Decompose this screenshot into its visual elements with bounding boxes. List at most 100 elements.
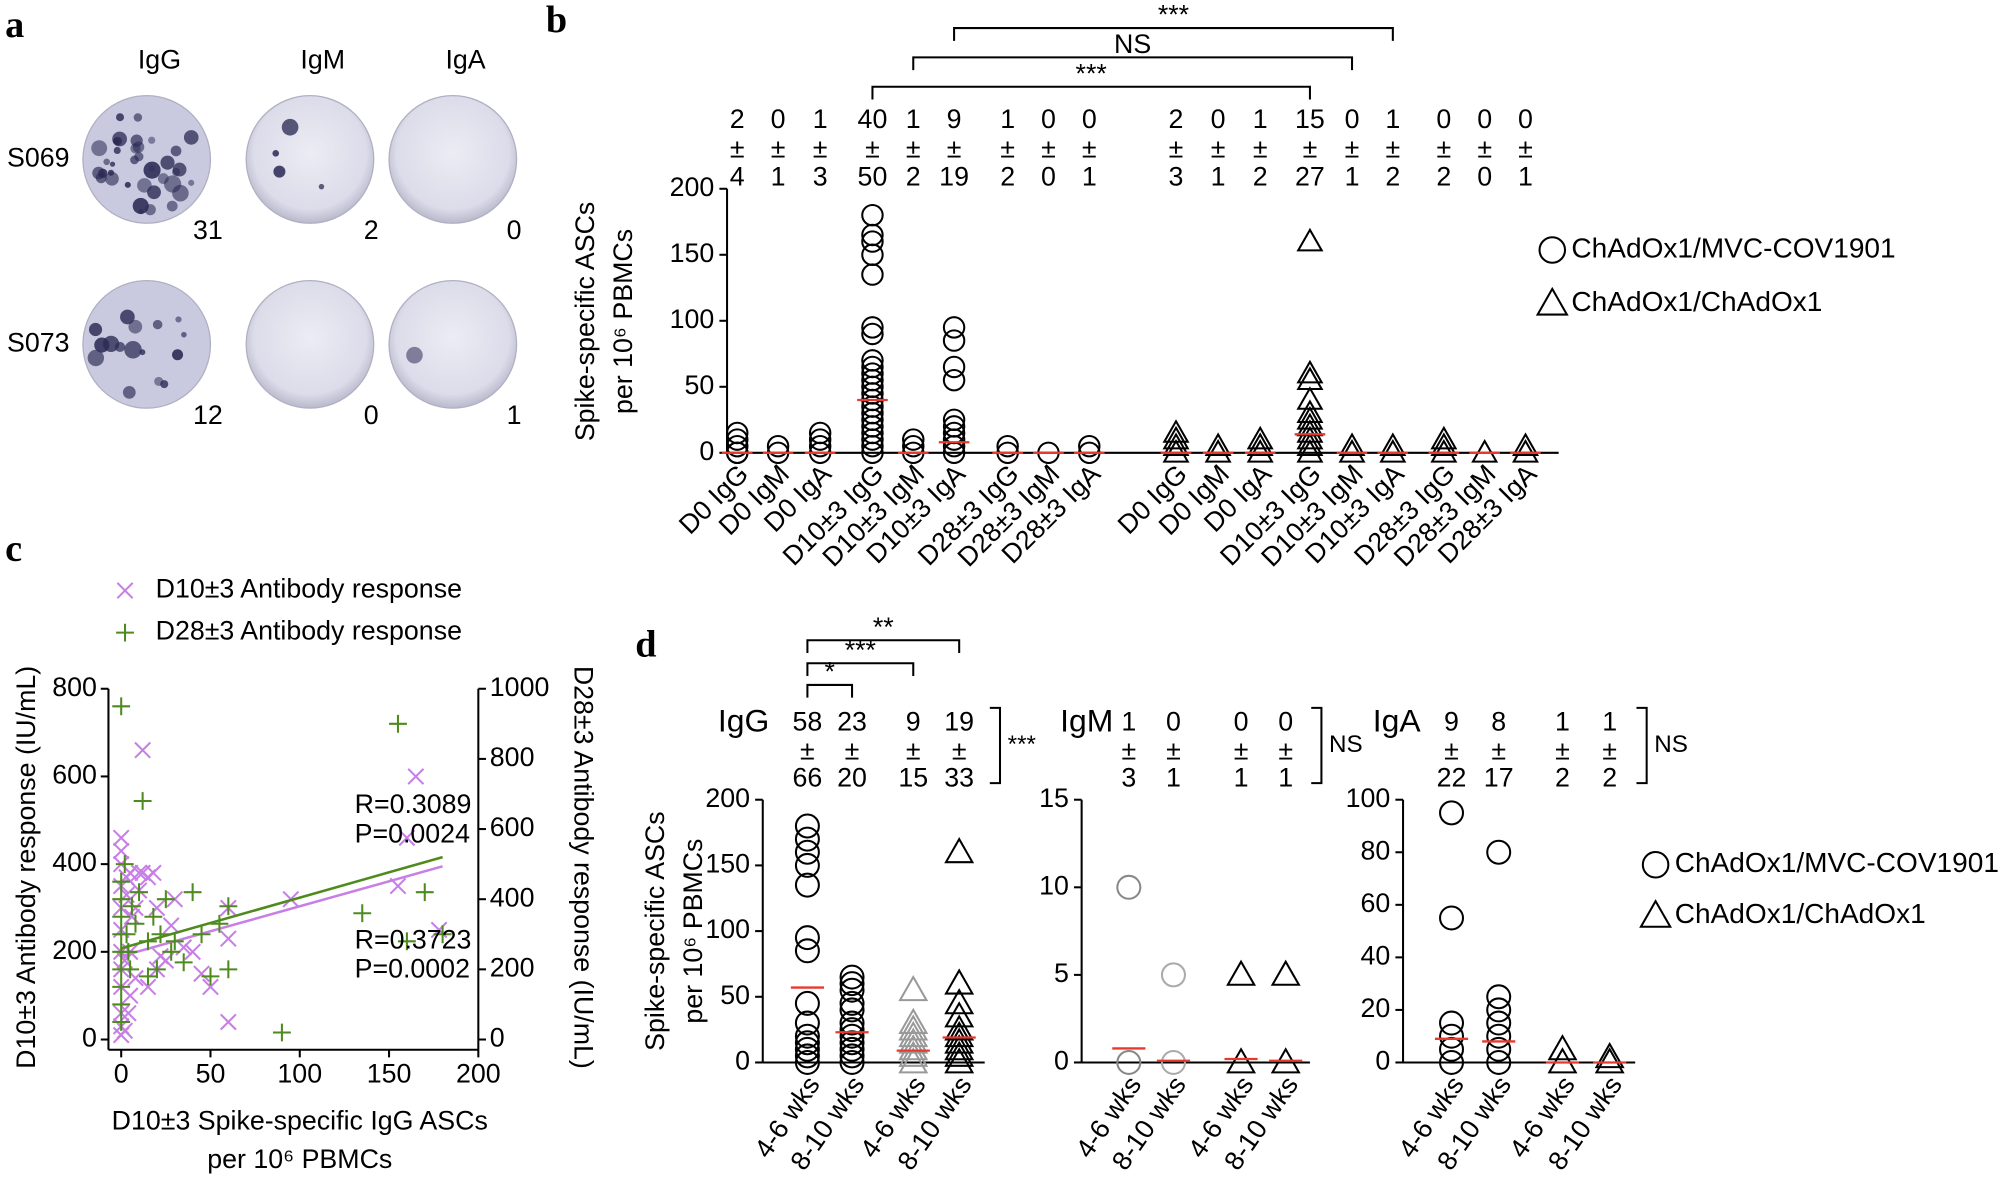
sd-label: 2 [906, 162, 921, 192]
stat-separator: ± [1278, 736, 1293, 766]
data-point [794, 1023, 820, 1049]
data-point [1246, 432, 1274, 457]
stat-separator: ± [1082, 134, 1097, 164]
sd-label: 3 [813, 162, 828, 192]
sd-label: 1 [771, 162, 786, 192]
mean-label: 19 [944, 706, 974, 736]
data-point [898, 974, 929, 1002]
group-test-label: NS [1654, 731, 1688, 758]
y-tick-label: 0 [699, 436, 714, 466]
mean-label: 1 [1253, 104, 1268, 134]
sd-label: 22 [1437, 762, 1467, 792]
data-point [201, 967, 220, 986]
data-point [1338, 439, 1366, 463]
data-point [839, 1036, 865, 1062]
y-axis-label: per 10⁶ PBMCs [678, 839, 708, 1024]
data-point [944, 1001, 975, 1028]
spot [281, 118, 299, 136]
spot [406, 346, 423, 364]
x-tick-label: 50 [196, 1058, 226, 1088]
stat-separator: ± [952, 736, 967, 766]
legend-label: D10±3 Antibody response [156, 574, 462, 604]
sd-label: 1 [1082, 162, 1097, 192]
mean-label: 0 [1518, 104, 1533, 134]
data-point [861, 263, 884, 286]
y-tick-label: 800 [52, 672, 97, 702]
data-point [1116, 1049, 1142, 1075]
y2-tick-label: 200 [490, 952, 535, 982]
spot-count: 31 [193, 215, 223, 245]
stat-separator: ± [845, 736, 860, 766]
well [388, 279, 518, 409]
mean-label: 23 [837, 706, 867, 736]
stat-separator: ± [906, 736, 921, 766]
well [245, 279, 375, 409]
data-point [898, 1040, 929, 1067]
data-point [839, 1023, 865, 1049]
data-point [898, 1027, 929, 1054]
data-point [898, 1020, 929, 1048]
data-point [1486, 984, 1512, 1010]
mean-label: 2 [1169, 104, 1184, 134]
stat-separator: ± [1345, 134, 1360, 164]
spot [272, 150, 280, 157]
data-point [898, 1007, 929, 1034]
data-point [130, 864, 148, 882]
data-point [1379, 439, 1407, 463]
data-point [839, 1049, 865, 1075]
y2-tick-label: 600 [490, 812, 535, 842]
data-point [839, 1010, 865, 1036]
data-point [126, 914, 145, 933]
mean-label: 0 [1234, 706, 1249, 736]
data-point [1594, 1041, 1625, 1069]
mean-label: 40 [858, 104, 888, 134]
data-point [1430, 432, 1458, 457]
data-point [808, 434, 832, 458]
data-point [174, 953, 193, 972]
mean-label: 0 [1345, 104, 1360, 134]
data-point [397, 932, 416, 951]
data-point [794, 1010, 820, 1036]
data-point [1512, 439, 1539, 463]
data-point [147, 960, 166, 979]
data-point [1439, 1049, 1465, 1075]
stat-separator: ± [1169, 134, 1184, 164]
spot [183, 130, 199, 145]
data-point [121, 960, 140, 979]
legend-label: ChAdOx1/MVC-COV1901 [1675, 847, 1999, 878]
data-point [219, 960, 238, 979]
comparison-bracket [953, 27, 1394, 41]
mean-label: 0 [1211, 104, 1226, 134]
data-point [861, 322, 884, 346]
data-point [1270, 959, 1301, 986]
data-point [942, 368, 966, 392]
data-point [839, 1043, 865, 1069]
data-point [794, 925, 820, 951]
y-tick-label: 100 [705, 914, 750, 944]
data-point [112, 977, 131, 996]
stat-separator: ± [906, 134, 921, 164]
sd-label: 0 [1041, 162, 1056, 192]
spot [120, 309, 135, 325]
data-point [415, 883, 434, 902]
data-point [112, 995, 131, 1014]
y-tick-label: 150 [670, 238, 715, 268]
stat-separator: ± [813, 134, 828, 164]
data-point [139, 978, 157, 996]
column-label: IgM [300, 44, 345, 74]
well [82, 279, 212, 409]
x-tick-label: 100 [277, 1058, 322, 1088]
data-point [1078, 434, 1101, 458]
stat-separator: ± [800, 736, 815, 766]
spot [139, 349, 146, 356]
data-point [123, 908, 141, 926]
data-point [1486, 1036, 1512, 1062]
stat-separator: ± [1041, 134, 1056, 164]
stat-separator: ± [947, 134, 962, 164]
mean-label: 1 [1602, 706, 1617, 736]
spot [273, 165, 286, 178]
data-point [1246, 439, 1274, 463]
column-label: IgG [138, 44, 181, 74]
comparison-bracket [806, 662, 915, 676]
data-point [1296, 386, 1324, 410]
